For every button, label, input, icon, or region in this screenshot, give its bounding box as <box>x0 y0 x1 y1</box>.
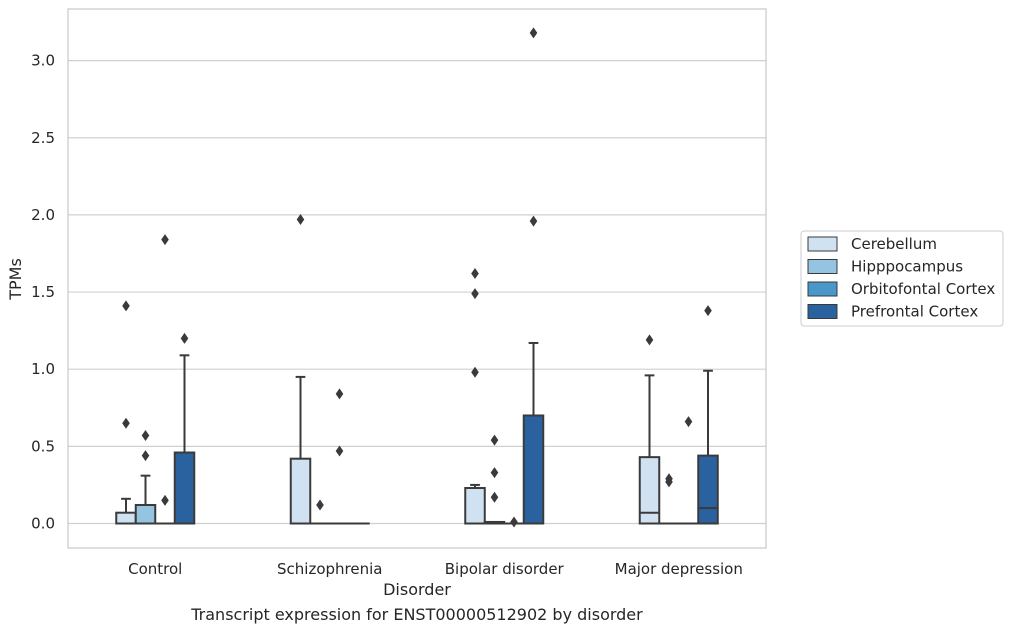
outlier-point <box>704 305 712 317</box>
box-body <box>173 451 196 525</box>
figure-caption: Transcript expression for ENST0000051290… <box>191 605 643 624</box>
outlier-point <box>141 430 150 442</box>
box-body <box>115 511 137 525</box>
y-axis-title: TPMs <box>6 258 25 301</box>
box-cerebellum <box>289 214 312 525</box>
box-body <box>289 457 312 525</box>
outlier-point <box>529 215 538 227</box>
y-tick-label: 2.0 <box>31 206 55 224</box>
legend-label: Hipppocampus <box>851 258 963 276</box>
box-orbitofontal-cortex <box>328 388 351 525</box>
outlier-point <box>180 332 189 344</box>
outlier-point <box>645 334 654 346</box>
outlier-point <box>161 494 169 506</box>
outlier-point <box>529 27 538 39</box>
legend-swatch <box>807 281 838 297</box>
x-tick-label: Schizophrenia <box>277 560 382 578</box>
box-hipppocampus <box>483 434 506 525</box>
box-body <box>464 487 486 525</box>
outlier-point <box>335 445 344 457</box>
y-tick-label: 2.5 <box>31 129 55 147</box>
outlier-point <box>296 214 305 226</box>
outlier-point <box>141 450 150 462</box>
x-tick-label: Control <box>128 560 182 578</box>
legend: Cerebellum Hipppocampus Orbitofontal Corte… <box>800 230 1004 327</box>
x-tick-label: Bipolar disorder <box>445 560 565 578</box>
box-hipppocampus <box>309 499 331 525</box>
outlier-point <box>122 300 130 312</box>
box-prefrontal-cortex <box>697 305 719 525</box>
y-tick-label: 0.0 <box>31 515 55 533</box>
outlier-point <box>471 366 479 378</box>
outlier-point <box>161 234 169 246</box>
box-hipppocampus <box>134 430 157 525</box>
outlier-point <box>490 491 499 503</box>
y-tick-label: 1.0 <box>31 360 55 378</box>
box-orbitofontal-cortex <box>677 416 700 525</box>
y-axis-tick-labels: 0.0 0.5 1.0 1.5 2.0 2.5 3.0 <box>31 52 55 533</box>
box-body <box>134 503 157 525</box>
box-prefrontal-cortex <box>522 27 545 525</box>
box-cerebellum <box>638 334 661 525</box>
outlier-point <box>490 467 499 479</box>
box-prefrontal-cortex <box>173 332 196 525</box>
outlier-point <box>665 476 673 488</box>
legend-swatch <box>807 304 838 319</box>
legend-label: Orbitofontal Cortex <box>851 280 995 298</box>
y-tick-label: 0.5 <box>31 437 55 455</box>
box-orbitofontal-cortex <box>154 234 176 525</box>
legend-swatch <box>807 259 838 274</box>
y-tick-label: 1.5 <box>31 283 55 301</box>
box-plot-series <box>115 27 719 528</box>
x-axis-tick-labels: Control Schizophrenia Bipolar disorder Majo… <box>128 560 743 578</box>
outlier-point <box>316 499 324 511</box>
box-cerebellum <box>115 300 137 525</box>
box-hipppocampus <box>658 473 680 525</box>
box-cerebellum <box>464 268 486 525</box>
outlier-point <box>490 434 499 446</box>
outlier-point <box>684 416 693 428</box>
x-tick-label: Major depression <box>615 560 743 578</box>
legend-swatch <box>807 236 838 252</box>
plot-area-frame <box>67 8 767 549</box>
outlier-point <box>471 288 479 300</box>
legend-frame <box>800 230 1004 327</box>
box-body <box>697 454 719 525</box>
outlier-point <box>471 268 479 280</box>
box-body <box>522 414 545 525</box>
legend-label: Prefrontal Cortex <box>851 303 978 321</box>
x-axis-title: Disorder <box>383 580 451 599</box>
outlier-point <box>510 516 518 528</box>
box-orbitofontal-cortex <box>503 516 525 528</box>
legend-label: Cerebellum <box>851 235 937 253</box>
gridlines <box>68 59 766 525</box>
outlier-point <box>122 417 130 429</box>
box-body <box>638 456 661 525</box>
y-tick-label: 3.0 <box>31 52 55 70</box>
outlier-point <box>335 388 344 400</box>
